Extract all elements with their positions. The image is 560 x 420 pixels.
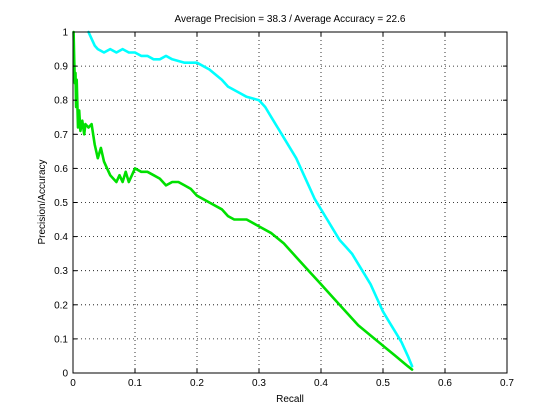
y-tick-label: 0.6: [54, 164, 68, 175]
y-tick-label: 0.9: [54, 62, 68, 73]
chart-title: Average Precision = 38.3 / Average Accur…: [175, 14, 406, 25]
x-tick-label: 0.2: [190, 378, 204, 389]
y-tick-label: 1: [62, 28, 68, 39]
accuracy-curve: [72, 30, 414, 371]
y-tick-label: 0.2: [54, 300, 68, 311]
x-tick-label: 0.4: [314, 378, 328, 389]
tick-layer: 0 0.1 0.2 0.3 0.4 0.5 0.6 0.7 0 0.1 0.2 0.3 0.4 0.5 0.…: [54, 28, 514, 390]
y-tick-label: 0.7: [54, 130, 68, 141]
x-tick-label: 0: [70, 378, 76, 389]
grid: [73, 32, 507, 373]
y-tick-label: 0.8: [54, 96, 68, 107]
y-tick-label: 0: [62, 369, 68, 380]
y-axis-label: Precision/Accuracy: [37, 159, 48, 244]
x-tick-label: 0.7: [500, 378, 514, 389]
x-tick-label: 0.6: [438, 378, 452, 389]
precision-curve: [87, 30, 414, 368]
x-tick-label: 0.1: [128, 378, 142, 389]
x-tick-label: 0.5: [376, 378, 390, 389]
series-layer: [72, 30, 414, 371]
y-tick-label: 0.4: [54, 232, 68, 243]
y-tick-label: 0.1: [54, 334, 68, 345]
x-axis-label: Recall: [276, 394, 304, 405]
x-tick-label: 0.3: [252, 378, 266, 389]
y-tick-label: 0.3: [54, 266, 68, 277]
y-tick-label: 0.5: [54, 198, 68, 209]
